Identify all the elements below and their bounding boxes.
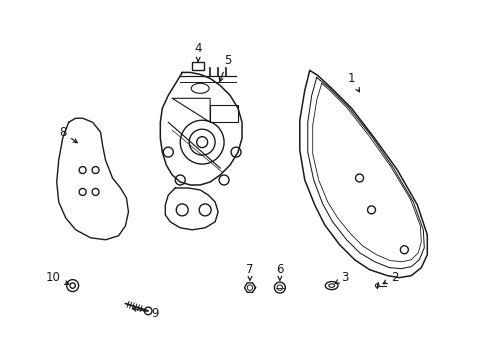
Text: 1: 1 <box>347 72 359 92</box>
Text: 5: 5 <box>219 54 231 82</box>
Text: 6: 6 <box>276 263 283 280</box>
Text: 3: 3 <box>334 271 347 284</box>
Text: 10: 10 <box>45 271 69 284</box>
Text: 7: 7 <box>246 263 253 280</box>
Text: 8: 8 <box>59 126 77 143</box>
Text: 2: 2 <box>382 271 397 284</box>
Text: 9: 9 <box>132 307 159 320</box>
FancyBboxPatch shape <box>192 62 203 71</box>
Text: 4: 4 <box>194 42 202 61</box>
